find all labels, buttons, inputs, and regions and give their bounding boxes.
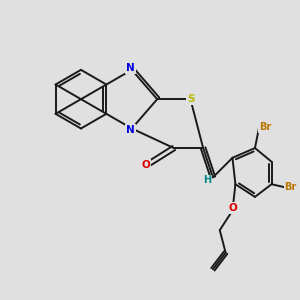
Text: S: S <box>187 94 195 104</box>
Text: O: O <box>229 203 237 213</box>
Text: Br: Br <box>285 182 297 192</box>
Text: N: N <box>126 63 135 73</box>
Text: O: O <box>142 160 150 170</box>
Text: Br: Br <box>259 122 272 132</box>
Text: H: H <box>204 175 212 185</box>
Text: N: N <box>126 125 135 135</box>
